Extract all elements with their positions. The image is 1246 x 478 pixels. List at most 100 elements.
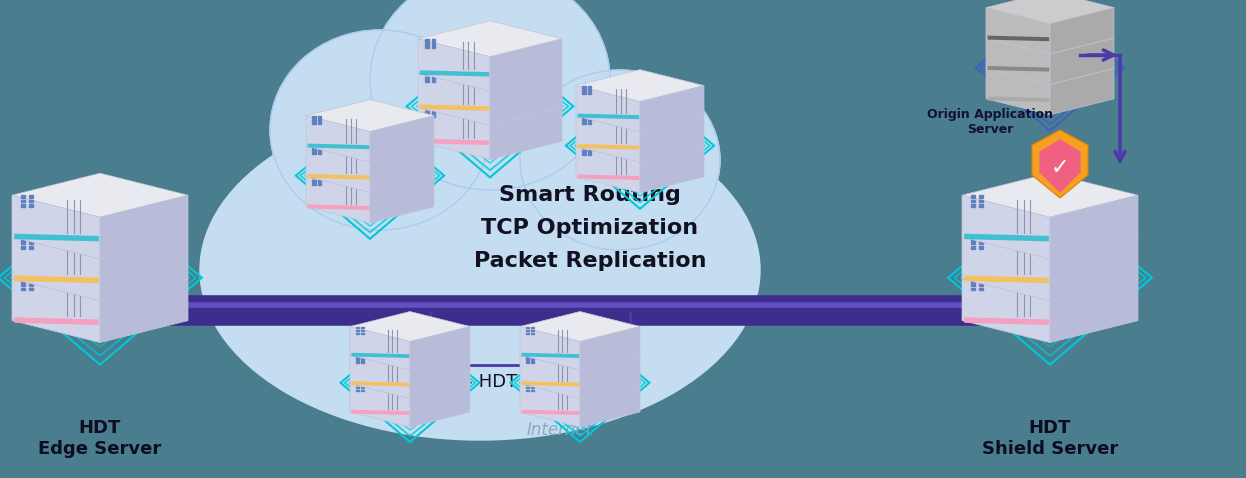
Bar (356, 387, 359, 388)
Bar (531, 361, 535, 363)
Bar (425, 39, 429, 41)
Bar (21, 288, 25, 290)
Text: — HDT Tunnel —: — HDT Tunnel — (455, 373, 606, 391)
Ellipse shape (270, 30, 490, 230)
Bar (361, 358, 364, 360)
Bar (29, 279, 32, 282)
Bar (588, 86, 591, 87)
Bar (313, 180, 315, 182)
Bar (425, 114, 429, 117)
Bar (588, 153, 591, 155)
Polygon shape (351, 410, 409, 415)
Polygon shape (12, 173, 188, 217)
Polygon shape (578, 114, 639, 119)
Bar (431, 114, 435, 117)
Bar (356, 333, 359, 335)
Bar (29, 200, 32, 202)
Bar (588, 119, 591, 121)
Polygon shape (522, 410, 579, 415)
Polygon shape (490, 39, 562, 91)
Bar (431, 73, 435, 75)
Polygon shape (100, 195, 188, 259)
Bar (21, 237, 25, 240)
Bar (531, 333, 535, 335)
Bar (588, 150, 591, 152)
Bar (361, 333, 364, 335)
Polygon shape (520, 355, 579, 399)
Bar (978, 195, 983, 198)
Polygon shape (579, 383, 640, 427)
Bar (978, 237, 983, 240)
Bar (361, 329, 364, 331)
Bar (531, 326, 535, 328)
Bar (978, 283, 983, 286)
Text: Smart Routing: Smart Routing (500, 185, 680, 205)
Polygon shape (962, 237, 1050, 301)
Bar (978, 200, 983, 202)
Polygon shape (307, 116, 370, 162)
Bar (313, 149, 315, 151)
Ellipse shape (201, 100, 760, 440)
Bar (582, 122, 586, 124)
Bar (361, 390, 364, 391)
Polygon shape (417, 55, 562, 91)
Text: HDT
Edge Server: HDT Edge Server (39, 419, 162, 458)
Bar (425, 46, 429, 48)
Bar (318, 183, 321, 185)
Polygon shape (307, 130, 434, 162)
Bar (526, 355, 530, 357)
Bar (588, 116, 591, 118)
Polygon shape (14, 275, 98, 283)
Polygon shape (962, 279, 1050, 343)
Polygon shape (1050, 68, 1114, 115)
Bar (318, 176, 321, 178)
Bar (356, 355, 359, 357)
Polygon shape (350, 355, 410, 399)
Polygon shape (370, 176, 434, 223)
Polygon shape (986, 38, 1050, 85)
Bar (588, 122, 591, 124)
Bar (361, 387, 364, 388)
Bar (582, 86, 586, 87)
Text: HDT
Shield Server: HDT Shield Server (982, 419, 1118, 458)
Bar (971, 279, 976, 282)
Polygon shape (420, 70, 490, 76)
Polygon shape (522, 381, 579, 387)
Bar (526, 387, 530, 388)
Bar (978, 246, 983, 249)
Polygon shape (14, 317, 98, 325)
Polygon shape (351, 381, 409, 387)
Polygon shape (520, 326, 579, 370)
Polygon shape (420, 105, 490, 111)
Bar (588, 146, 591, 148)
Polygon shape (307, 161, 434, 193)
Polygon shape (490, 73, 562, 125)
Bar (971, 283, 976, 286)
Polygon shape (578, 144, 639, 150)
Ellipse shape (520, 70, 720, 250)
Polygon shape (420, 139, 490, 145)
Bar (582, 146, 586, 148)
Polygon shape (962, 257, 1138, 301)
Bar (21, 241, 25, 244)
Bar (21, 195, 25, 198)
Polygon shape (576, 146, 640, 193)
Polygon shape (12, 237, 100, 301)
Bar (361, 326, 364, 328)
Polygon shape (1032, 130, 1088, 198)
Bar (425, 111, 429, 113)
Bar (526, 358, 530, 360)
Bar (431, 80, 435, 82)
Polygon shape (410, 355, 470, 399)
Polygon shape (986, 8, 1050, 54)
Bar (971, 246, 976, 249)
Polygon shape (988, 66, 1049, 72)
Polygon shape (576, 70, 704, 102)
Bar (588, 92, 591, 94)
Polygon shape (1040, 140, 1080, 192)
Bar (21, 246, 25, 249)
Bar (582, 153, 586, 155)
Bar (971, 241, 976, 244)
Bar (978, 241, 983, 244)
Polygon shape (12, 279, 100, 343)
